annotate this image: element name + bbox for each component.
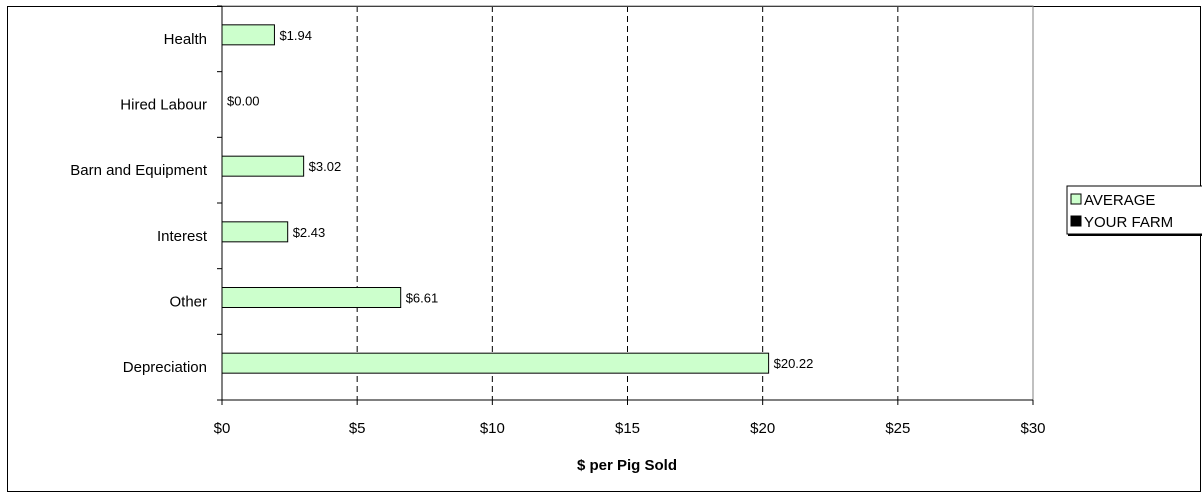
legend-box [1066,185,1202,235]
bar-average [221,155,305,177]
labels: $0 $5 $10 $15 $20 $25 $30 Health $1.94 Hired Labo… [70,28,1045,437]
x-tick-label: $25 [885,420,910,437]
legend-swatch [1070,193,1082,205]
data-label: $0.00 [227,94,260,109]
bars [221,24,770,374]
bar-average [221,352,770,374]
category-label: Health [164,31,207,48]
x-axis-title: $ per Pig Sold [577,457,677,474]
category-label: Hired Labour [120,97,207,114]
x-tick-label: $0 [214,420,231,437]
legend-swatch [1070,215,1082,227]
legend: AVERAGE YOUR FARM [1066,185,1202,236]
x-tick-label: $15 [615,420,640,437]
legend-label: AVERAGE [1084,192,1155,209]
data-label: $6.61 [406,291,439,306]
data-label: $20.22 [774,356,814,371]
x-tick-label: $30 [1020,420,1045,437]
data-label: $3.02 [309,159,342,174]
chart-frame [7,6,1201,492]
category-label: Interest [157,228,208,245]
x-tick-label: $5 [349,420,366,437]
legend-shadow [1068,234,1202,236]
data-label: $2.43 [293,225,326,240]
bar-average [221,287,402,308]
legend-label: YOUR FARM [1084,214,1173,231]
gridlines [356,6,899,400]
bar-average [221,221,289,243]
axes [217,5,1034,405]
category-label: Other [169,294,207,311]
x-tick-label: $10 [480,420,505,437]
data-label: $1.94 [279,28,312,43]
bar-average [221,24,275,46]
x-tick-label: $20 [750,420,775,437]
category-label: Barn and Equipment [70,162,208,179]
category-label: Depreciation [123,359,207,376]
